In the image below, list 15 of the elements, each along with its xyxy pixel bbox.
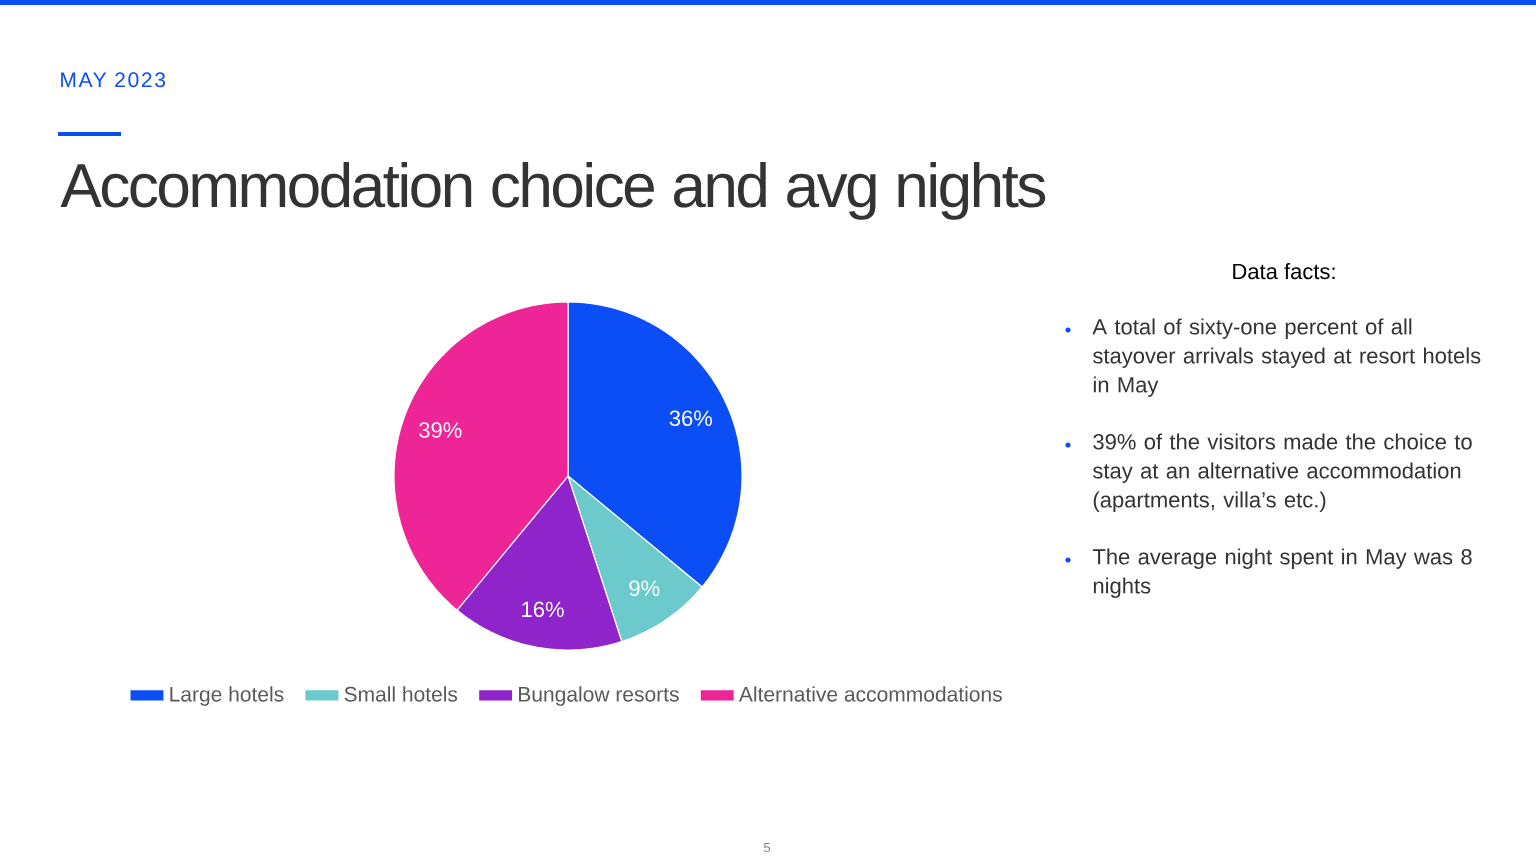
data-label: 9%	[629, 580, 660, 597]
legend-label: Bungalow resorts	[519, 686, 679, 706]
legend-label: Large hotels	[170, 686, 284, 706]
chart-subtitle: MAY 2023	[61, 72, 166, 88]
data-label: 39%	[419, 422, 462, 438]
data-label: 36%	[669, 410, 713, 427]
legend-label: Alternative accommodations	[738, 686, 1002, 702]
text: The average night spent in May was 8 nights	[1092, 548, 1472, 598]
text: 39% of the visitors made the choice to stay at an alternative accommodation (apartments, villa’s etc.)	[1093, 433, 1472, 512]
text: A total of sixty-one percent of all stayover arrivals stayed at resort hotels in May	[1092, 318, 1481, 397]
text: 5	[763, 843, 771, 853]
text: Data facts:	[1233, 263, 1335, 280]
legend-label: Small hotels	[344, 686, 458, 702]
data-label: 16%	[522, 601, 564, 618]
chart-title: Accommodation choice and avg nights	[60, 162, 1046, 220]
